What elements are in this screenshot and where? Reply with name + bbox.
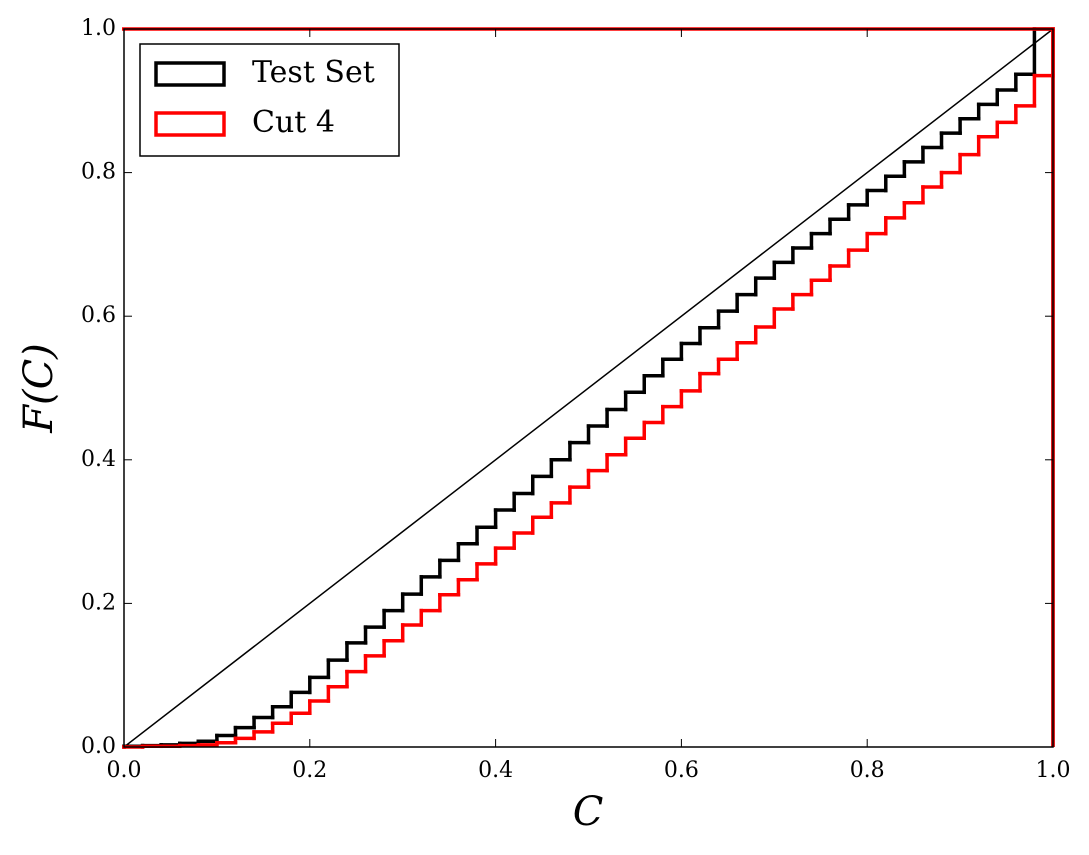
x-tick-label: 0.0	[107, 758, 142, 783]
reference-line	[123, 28, 1054, 748]
x-tick-label: 0.2	[292, 758, 327, 783]
x-tick-label: 0.6	[664, 758, 699, 783]
plot-frame	[123, 28, 1054, 748]
legend-swatch	[154, 111, 226, 137]
y-tick-label: 0.4	[81, 447, 116, 472]
legend: Test Set Cut 4	[139, 43, 400, 157]
x-tick-label: 0.4	[478, 758, 513, 783]
legend-swatch	[154, 61, 226, 87]
y-tick-label: 0.8	[81, 160, 116, 185]
y-tick-label: 0.6	[81, 303, 116, 328]
y-tick-label: 0.2	[81, 590, 116, 615]
y-tick-label: 0.0	[81, 734, 116, 759]
y-tick-label: 1.0	[81, 16, 116, 41]
x-tick-label: 0.8	[850, 758, 885, 783]
x-tick-label: 1.0	[1036, 758, 1071, 783]
x-axis-label: C	[573, 789, 604, 835]
legend-label: Cut 4	[252, 105, 335, 140]
legend-label: Test Set	[252, 55, 375, 90]
y-axis-label: F(C)	[16, 343, 62, 434]
